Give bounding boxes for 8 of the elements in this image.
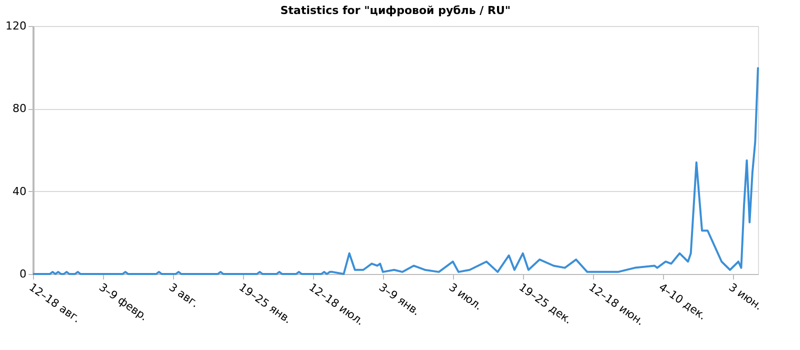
x-tick-label: 4–10 дек. bbox=[656, 280, 709, 323]
chart-title: Statistics for "цифровой рубль / RU" bbox=[280, 4, 511, 17]
y-tick-label: 0 bbox=[20, 268, 26, 280]
y-tick-label: 120 bbox=[6, 20, 26, 32]
y-tick-label: 80 bbox=[12, 102, 26, 116]
y-tick-label: 40 bbox=[12, 184, 26, 198]
x-tick-label: 3–9 янв. bbox=[376, 280, 422, 318]
x-tick-label: 3 авг. bbox=[166, 280, 202, 310]
